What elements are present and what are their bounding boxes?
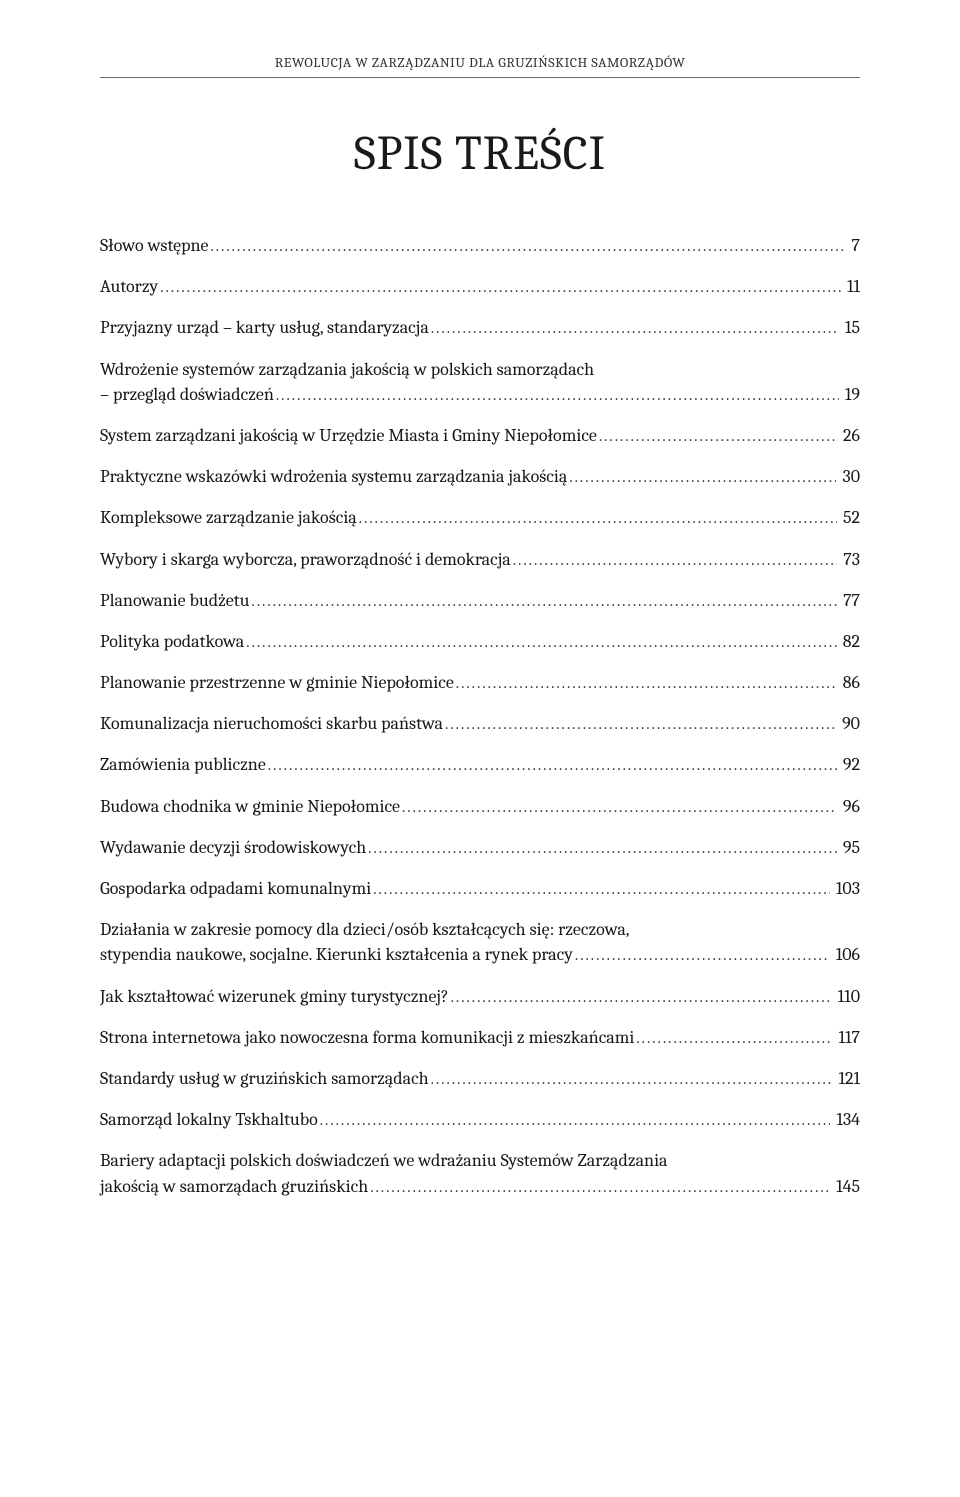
toc-leader-dots (456, 672, 837, 694)
toc-entry-page: 145 (832, 1174, 860, 1199)
toc-entry-page: 121 (834, 1066, 860, 1091)
running-header: REWOLUCJA W ZARZĄDZANIU DLA GRUZIŃSKICH … (100, 54, 860, 71)
toc-leader-dots (210, 235, 845, 257)
toc-entry-text-line: Wdrożenie systemów zarządzania jakością … (100, 357, 860, 382)
toc-leader-dots (359, 507, 837, 529)
toc-entry-page: 30 (838, 464, 860, 489)
toc-entry: Jak kształtować wizerunek gminy turystyc… (100, 984, 860, 1009)
toc-entry-text: Praktyczne wskazówki wdrożenia systemu z… (100, 464, 567, 489)
toc-entry: Słowo wstępne 7 (100, 233, 860, 258)
toc-entry: Standardy usług w gruzińskich samorządac… (100, 1066, 860, 1091)
toc-entry: Polityka podatkowa 82 (100, 629, 860, 654)
toc-entry: Autorzy 11 (100, 274, 860, 299)
toc-entry: Komunalizacja nieruchomości skarbu państ… (100, 711, 860, 736)
toc-entry-text: Kompleksowe zarządzanie jakością (100, 505, 357, 530)
toc-leader-dots (251, 590, 837, 612)
toc-leader-dots (160, 276, 841, 298)
toc-entry-text: Komunalizacja nieruchomości skarbu państ… (100, 711, 443, 736)
toc-entry-text: Polityka podatkowa (100, 629, 244, 654)
toc-entry: Wydawanie decyzji środowiskowych 95 (100, 835, 860, 860)
toc-leader-dots (268, 754, 837, 776)
toc-entry-page: 15 (841, 315, 860, 340)
toc-entry: Planowanie budżetu 77 (100, 588, 860, 613)
toc-leader-dots (451, 986, 832, 1008)
toc-entry: Strona internetowa jako nowoczesna forma… (100, 1025, 860, 1050)
toc-entry-text: Planowanie przestrzenne w gminie Niepoło… (100, 670, 454, 695)
toc-entry-text: stypendia naukowe, socjalne. Kierunki ks… (100, 942, 573, 967)
toc-entry-page: 73 (839, 547, 860, 572)
toc-leader-dots (370, 1176, 830, 1198)
toc-entry-text: Standardy usług w gruzińskich samorządac… (100, 1066, 429, 1091)
toc-leader-dots (513, 549, 837, 571)
toc-entry-text: Wybory i skarga wyborcza, praworządność … (100, 547, 511, 572)
toc-leader-dots (373, 878, 830, 900)
toc-entry-page: 110 (834, 984, 860, 1009)
toc-leader-dots (320, 1109, 831, 1131)
table-of-contents: Słowo wstępne 7 Autorzy 11 Przyjazny urząd –… (100, 233, 860, 1199)
toc-entry-page: 106 (832, 942, 860, 967)
toc-entry-page: 95 (839, 835, 860, 860)
toc-entry: Samorząd lokalny Tskhaltubo 134 (100, 1107, 860, 1132)
toc-entry: Zamówienia publiczne 92 (100, 752, 860, 777)
toc-leader-dots (246, 631, 837, 653)
toc-entry-text: Samorząd lokalny Tskhaltubo (100, 1107, 318, 1132)
toc-entry-page: 117 (835, 1025, 861, 1050)
toc-entry: System zarządzani jakością w Urzędzie Mi… (100, 423, 860, 448)
toc-entry-page: 77 (839, 588, 860, 613)
toc-entry: Bariery adaptacji polskich doświadczeń w… (100, 1148, 860, 1198)
toc-entry-text: Autorzy (100, 274, 158, 299)
toc-leader-dots (276, 384, 839, 406)
toc-entry-text: System zarządzani jakością w Urzędzie Mi… (100, 423, 597, 448)
toc-leader-dots (569, 466, 836, 488)
toc-entry-page: 11 (843, 274, 860, 299)
toc-entry-page: 82 (839, 629, 860, 654)
toc-entry: Planowanie przestrzenne w gminie Niepoło… (100, 670, 860, 695)
toc-entry: Praktyczne wskazówki wdrożenia systemu z… (100, 464, 860, 489)
toc-entry-page: 26 (839, 423, 860, 448)
toc-leader-dots (575, 944, 830, 966)
toc-entry: Działania w zakresie pomocy dla dzieci/o… (100, 917, 860, 967)
toc-entry: Wdrożenie systemów zarządzania jakością … (100, 357, 860, 407)
toc-entry-page: 86 (839, 670, 860, 695)
toc-entry-text-line: Działania w zakresie pomocy dla dzieci/o… (100, 917, 860, 942)
toc-leader-dots (445, 713, 836, 735)
page-title: SPIS TREŚCI (100, 126, 860, 181)
toc-entry-page: 96 (839, 794, 860, 819)
toc-entry-page: 90 (838, 711, 860, 736)
toc-entry: Wybory i skarga wyborcza, praworządność … (100, 547, 860, 572)
toc-entry-text: Strona internetowa jako nowoczesna forma… (100, 1025, 634, 1050)
toc-leader-dots (599, 425, 837, 447)
toc-leader-dots (368, 837, 837, 859)
header-rule (100, 77, 860, 78)
toc-entry-text: Przyjazny urząd – karty usług, standaryz… (100, 315, 429, 340)
toc-entry-text-line: Bariery adaptacji polskich doświadczeń w… (100, 1148, 860, 1173)
toc-entry-text: – przegląd doświadczeń (100, 382, 274, 407)
toc-entry-text: Planowanie budżetu (100, 588, 249, 613)
toc-entry-text: Zamówienia publiczne (100, 752, 266, 777)
toc-leader-dots (431, 1068, 833, 1090)
toc-leader-dots (431, 317, 839, 339)
toc-entry-text: Budowa chodnika w gminie Niepołomice (100, 794, 400, 819)
toc-entry: Budowa chodnika w gminie Niepołomice 96 (100, 794, 860, 819)
toc-entry-page: 7 (848, 233, 860, 258)
toc-entry-text: Gospodarka odpadami komunalnymi (100, 876, 371, 901)
toc-entry-text: Jak kształtować wizerunek gminy turystyc… (100, 984, 449, 1009)
toc-entry-page: 103 (832, 876, 860, 901)
toc-entry-page: 19 (841, 382, 860, 407)
toc-entry: Gospodarka odpadami komunalnymi 103 (100, 876, 860, 901)
toc-entry-page: 92 (839, 752, 860, 777)
toc-entry-page: 52 (839, 505, 860, 530)
toc-entry: Przyjazny urząd – karty usług, standaryz… (100, 315, 860, 340)
toc-entry-text: jakością w samorządach gruzińskich (100, 1174, 368, 1199)
toc-leader-dots (636, 1027, 832, 1049)
toc-entry: Kompleksowe zarządzanie jakością 52 (100, 505, 860, 530)
toc-entry-page: 134 (832, 1107, 860, 1132)
toc-leader-dots (402, 796, 837, 818)
toc-entry-text: Wydawanie decyzji środowiskowych (100, 835, 366, 860)
toc-entry-text: Słowo wstępne (100, 233, 208, 258)
